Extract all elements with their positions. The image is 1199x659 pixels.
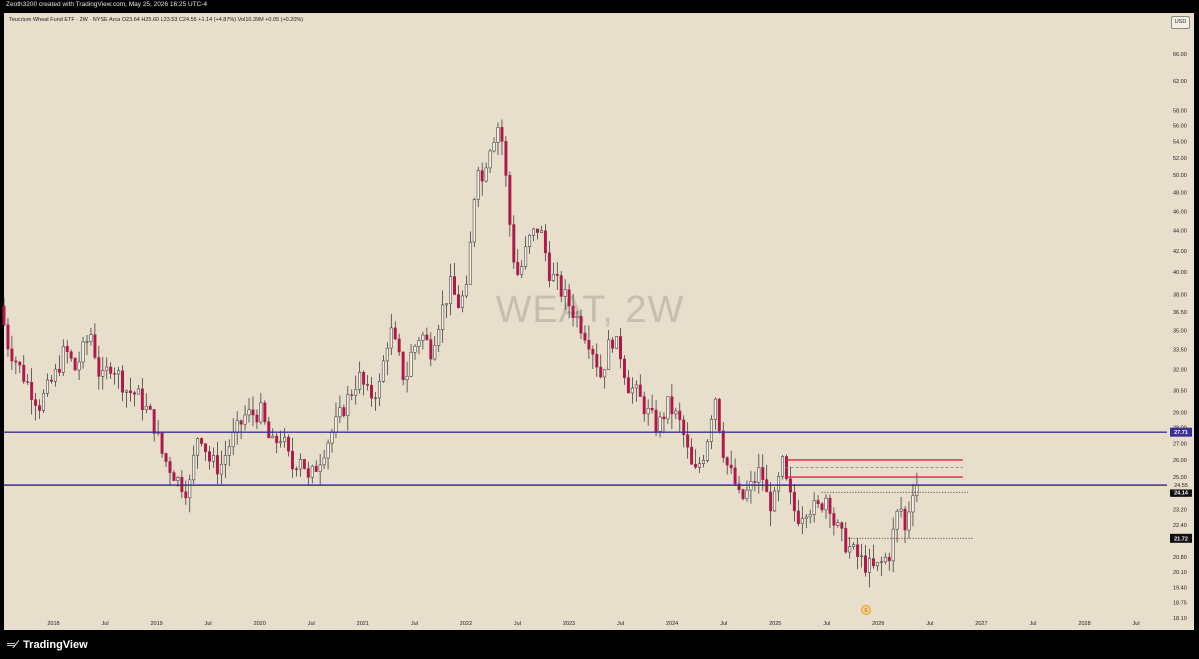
right-frame <box>1194 13 1199 630</box>
tradingview-brand: TradingView <box>23 639 88 651</box>
tradingview-logo[interactable]: ═⁄ TradingView <box>7 639 88 651</box>
left-frame <box>0 13 4 630</box>
chart-panel[interactable]: Teucrium Wheat Fund ETF · 2W · NYSE Arca… <box>4 13 1172 630</box>
currency-button[interactable]: USD <box>1171 16 1190 29</box>
footer-bar <box>0 630 1199 659</box>
attribution-text: Zeoth3200 created with TradingView.com, … <box>6 1 208 8</box>
symbol-watermark: WEAT, 2W <box>495 289 685 331</box>
symbol-legend: Teucrium Wheat Fund ETF · 2W · NYSE Arca… <box>9 17 304 23</box>
tradingview-logo-icon: ═⁄ <box>7 639 17 651</box>
price-axis[interactable] <box>1167 13 1194 630</box>
attribution-bar: Zeoth3200 created with TradingView.com, … <box>0 0 1199 13</box>
